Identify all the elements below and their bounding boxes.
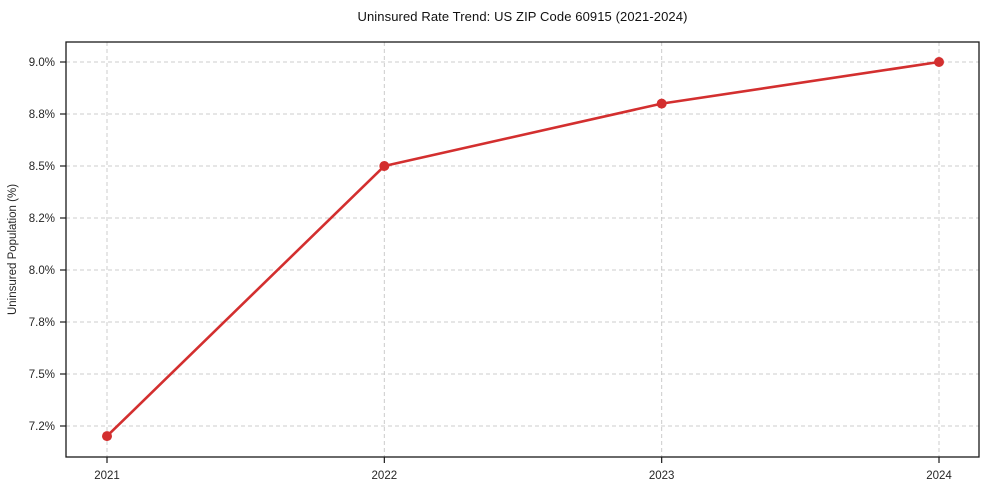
y-axis-label: Uninsured Population (%) [7,184,19,315]
plot-border [65,41,980,458]
y-tick-label: 9.0% [29,57,55,69]
data-point-2022 [379,161,390,171]
plot-area [66,42,979,457]
data-point-2021 [102,431,112,442]
y-tick-label: 8.2% [29,213,55,225]
data-point-2024 [934,57,944,67]
y-tick-label: 7.5% [29,369,55,381]
x-tick-label: 2022 [372,470,398,482]
y-tick-label: 8.5% [29,161,55,173]
y-tick-label: 8.0% [29,265,55,277]
y-tick-label: 7.8% [29,317,55,329]
chart-title: Uninsured Rate Trend: US ZIP Code 60915 … [357,9,688,24]
x-tick-label: 2024 [926,470,952,482]
data-point-2023 [656,98,667,109]
y-tick-label: 8.8% [29,109,55,121]
x-tick-label: 2023 [649,470,675,482]
trend-line [105,60,941,438]
y-tick-label: 7.2% [29,421,55,433]
x-tick-label: 2021 [94,470,120,482]
